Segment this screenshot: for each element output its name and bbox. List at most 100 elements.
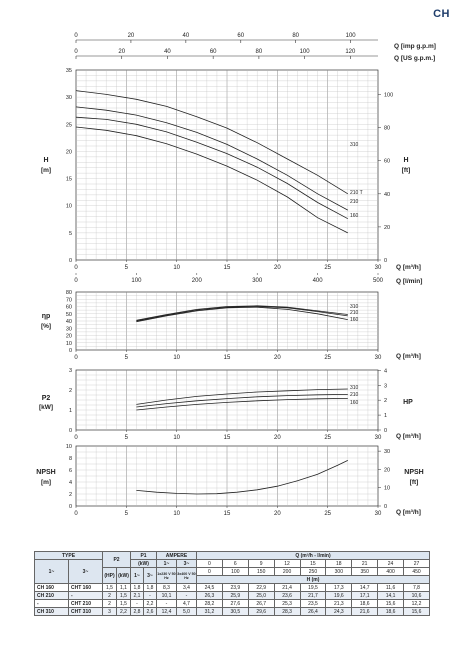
x-tick-label: 5 (125, 355, 129, 361)
table-cell-a1: 10,1 (156, 591, 177, 600)
y-tick-label: 30 (66, 95, 72, 101)
unit-hp: (HP) (102, 567, 117, 584)
y-tick-label: 1 (69, 408, 72, 414)
y2-tick-label: 100 (384, 93, 393, 99)
x-tick-label: 30 (375, 511, 382, 517)
table-row: CH 210-2 1,5 2,1-10,1-26,3 25,9 25,0 23,6 21,7… (34, 591, 430, 600)
y-tick-label: 30 (66, 326, 72, 332)
us-gpm-tick-label: 20 (118, 49, 125, 55)
table-cell-h: 11,6 (377, 583, 404, 592)
table-cell-hp: 2 (102, 591, 117, 600)
q-m3h-label-eta: Q [m³/h] (396, 353, 421, 360)
y2-tick-label: 20 (384, 225, 390, 231)
h-right-unit: [ft] (402, 167, 411, 174)
curve-label-eta: 310 (350, 304, 359, 310)
curve-label-p2: 160 (350, 400, 359, 406)
y-tick-label: 10 (66, 341, 72, 347)
table-cell-a3: 3,4 (176, 583, 197, 592)
table-cell-hp: 2 (102, 599, 117, 608)
us-gpm-tick-label: 60 (210, 49, 217, 55)
y-tick-label: 80 (66, 290, 72, 296)
curve-label-eta: 160 (350, 317, 359, 323)
ampere-header: AMPERE (156, 551, 197, 560)
table-cell-h: 18,6 (377, 607, 404, 616)
table-cell-h: 17,3 (325, 583, 353, 592)
p2-left-unit: [kW] (39, 404, 53, 411)
table-cell-p1a: 2,1 (130, 591, 144, 600)
q-lmin-0: 0 (196, 567, 223, 576)
x-tick-label: 30 (375, 355, 382, 361)
table-row: CH 310 CHT 310 3 2,2 2,8 2,6 12,4 5,0 31,2 30,5 29… (34, 607, 430, 616)
table-cell-t1: - (34, 599, 69, 608)
series-line-310 (136, 388, 348, 405)
table-cell-h: 30,5 (221, 607, 249, 616)
type-1ph-header: 1~ (34, 559, 69, 584)
table-cell-t3: CHT 310 (68, 607, 103, 616)
us-gpm-tick-label: 80 (256, 49, 263, 55)
table-cell-h: 12,2 (403, 599, 430, 608)
imp-gpm-tick-label: 100 (346, 33, 357, 39)
table-cell-h: 14,7 (351, 583, 379, 592)
table-cell-a1: - (156, 599, 177, 608)
x-tick-label: 5 (125, 435, 129, 441)
type-header: TYPE (34, 551, 103, 560)
performance-table: TYPE P2 P1 AMPERE Q (m³/h - l/min) 1~ 3~… (34, 551, 430, 616)
npsh-left-unit: [m] (41, 479, 51, 486)
table-cell-h: 18,6 (351, 599, 379, 608)
y-tick-label: 20 (66, 334, 72, 340)
y2-tick-label: 10 (384, 486, 390, 492)
x-tick-label: 20 (274, 511, 281, 517)
x-tick-label: 25 (324, 355, 331, 361)
lmin-tick-label: 100 (131, 278, 142, 284)
imp-gpm-label: Q [imp g.p.m] (394, 43, 436, 50)
us-gpm-tick-label: 40 (164, 49, 171, 55)
curve-label-p2: 310 (350, 385, 359, 391)
x-tick-label: 0 (74, 511, 78, 517)
x-tick-label: 25 (324, 265, 331, 271)
series-line-160 (75, 126, 348, 234)
y-tick-label: 3 (69, 368, 72, 374)
table-cell-h: 28,3 (273, 607, 301, 616)
y-tick-label: 20 (66, 149, 72, 155)
table-cell-h: 22,9 (247, 583, 275, 592)
table-cell-hp: 3 (102, 607, 117, 616)
series-line-npsh (136, 460, 348, 495)
table-cell-kw: 1,5 (116, 599, 131, 608)
x-tick-label: 10 (173, 265, 180, 271)
table-cell-h: 25,9 (221, 591, 249, 600)
table-cell-h: 15,6 (403, 607, 430, 616)
y2-tick-label: 4 (384, 368, 387, 374)
q-m3h-label: Q [m³/h] (396, 264, 421, 271)
table-cell-h: 14,1 (377, 591, 404, 600)
q-lmin-label: Q [l/min] (396, 278, 422, 285)
series-line-310 (75, 90, 349, 195)
p1-unit: (kW) (130, 559, 157, 568)
series-line-160 (136, 306, 348, 323)
unit-kw: (kW) (116, 567, 131, 584)
table-cell-kw: 2,2 (116, 607, 131, 616)
x-tick-label: 5 (125, 511, 129, 517)
q-m3h-6: 21 (351, 559, 379, 568)
table-cell-a3: 5,0 (176, 607, 197, 616)
curve-label-160: 160 (350, 213, 359, 219)
table-cell-p1a: - (130, 599, 144, 608)
imp-gpm-tick-label: 60 (237, 33, 244, 39)
y2-tick-label: 30 (384, 449, 390, 455)
imp-gpm-tick-label: 80 (292, 33, 299, 39)
q-m3h-3: 12 (273, 559, 301, 568)
y2-tick-label: 80 (384, 126, 390, 132)
x-tick-label: 20 (274, 265, 281, 271)
eta-left-title: ηp (42, 313, 51, 320)
table-cell-a3: - (176, 591, 197, 600)
x-tick-label: 0 (74, 355, 78, 361)
q-m3h-0: 0 (196, 559, 223, 568)
curve-label-210: 210 (350, 199, 359, 205)
table-cell-a1: 12,4 (156, 607, 177, 616)
table-cell-p1a: 2,8 (130, 607, 144, 616)
npsh-right-title: NPSH (404, 469, 423, 476)
y2-tick-label: 3 (384, 383, 387, 389)
x-tick-label: 15 (224, 355, 231, 361)
table-cell-t1: CH 310 (34, 607, 69, 616)
y-tick-label: 6 (69, 468, 72, 474)
